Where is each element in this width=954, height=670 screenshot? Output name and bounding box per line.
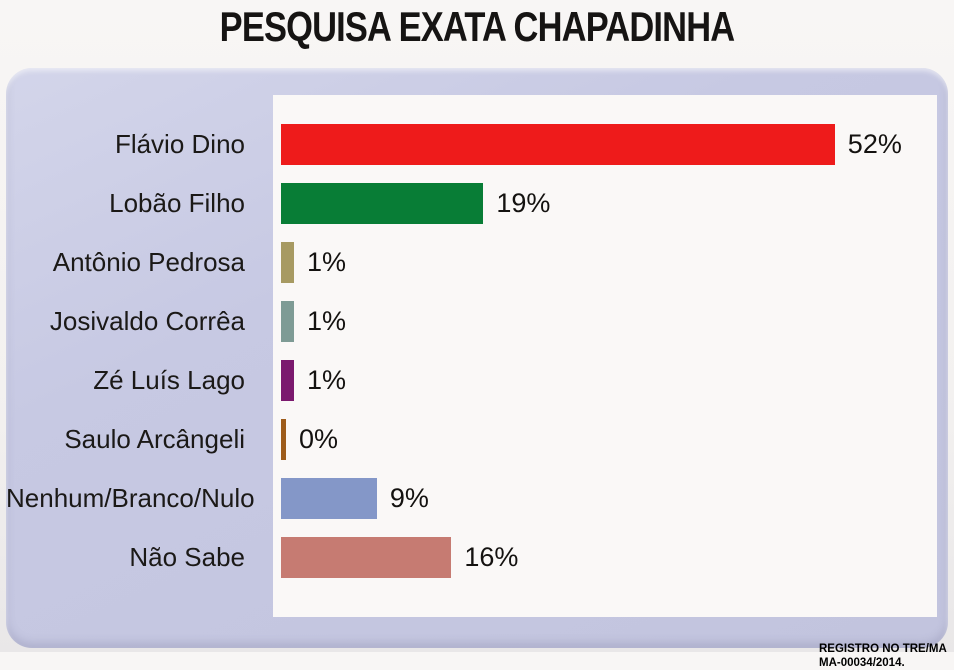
value-label: 1% [307,365,346,396]
bar-track: 16% [259,528,937,587]
bar-track: 1% [259,351,937,410]
bar-row: Josivaldo Corrêa 1% [6,292,937,351]
registry-note-line2: MA-00034/2014. [819,657,947,670]
category-label: Saulo Arcângeli [6,424,259,455]
category-label: Antônio Pedrosa [6,247,259,278]
bar [281,183,483,224]
bar-row: Não Sabe 16% [6,528,937,587]
bar-track: 9% [259,469,937,528]
category-label: Nenhum/Branco/Nulo [6,483,259,514]
category-label: Lobão Filho [6,188,259,219]
value-label: 1% [307,247,346,278]
bar-track: 0% [259,410,937,469]
registry-note-line1: REGISTRO NO TRE/MA [819,643,947,657]
bar-track: 1% [259,292,937,351]
value-label: 1% [307,306,346,337]
bar-track: 1% [259,233,937,292]
bar [281,360,294,401]
page-title: PESQUISA EXATA CHAPADINHA [86,3,868,51]
chart-panel: Flávio Dino 52% Lobão Filho 19% Antônio Pedr… [6,68,948,648]
category-label: Flávio Dino [6,129,259,160]
bar [281,537,451,578]
bar [281,301,294,342]
bar-row: Zé Luís Lago 1% [6,351,937,410]
registry-note: REGISTRO NO TRE/MA MA-00034/2014. [819,643,947,670]
bar [281,124,835,165]
bar-rows: Flávio Dino 52% Lobão Filho 19% Antônio Pedr… [6,115,937,587]
bar [281,242,294,283]
bar-track: 19% [259,174,937,233]
value-label: 16% [464,542,518,573]
bar-row: Saulo Arcângeli 0% [6,410,937,469]
value-label: 52% [848,129,902,160]
bar-row: Lobão Filho 19% [6,174,937,233]
value-label: 0% [299,424,338,455]
bar-row: Flávio Dino 52% [6,115,937,174]
value-label: 19% [496,188,550,219]
category-label: Josivaldo Corrêa [6,306,259,337]
bar-row: Nenhum/Branco/Nulo 9% [6,469,937,528]
bar [281,478,377,519]
value-label: 9% [390,483,429,514]
category-label: Não Sabe [6,542,259,573]
bar-row: Antônio Pedrosa 1% [6,233,937,292]
bar-track: 52% [259,115,937,174]
bar [281,419,286,460]
category-label: Zé Luís Lago [6,365,259,396]
